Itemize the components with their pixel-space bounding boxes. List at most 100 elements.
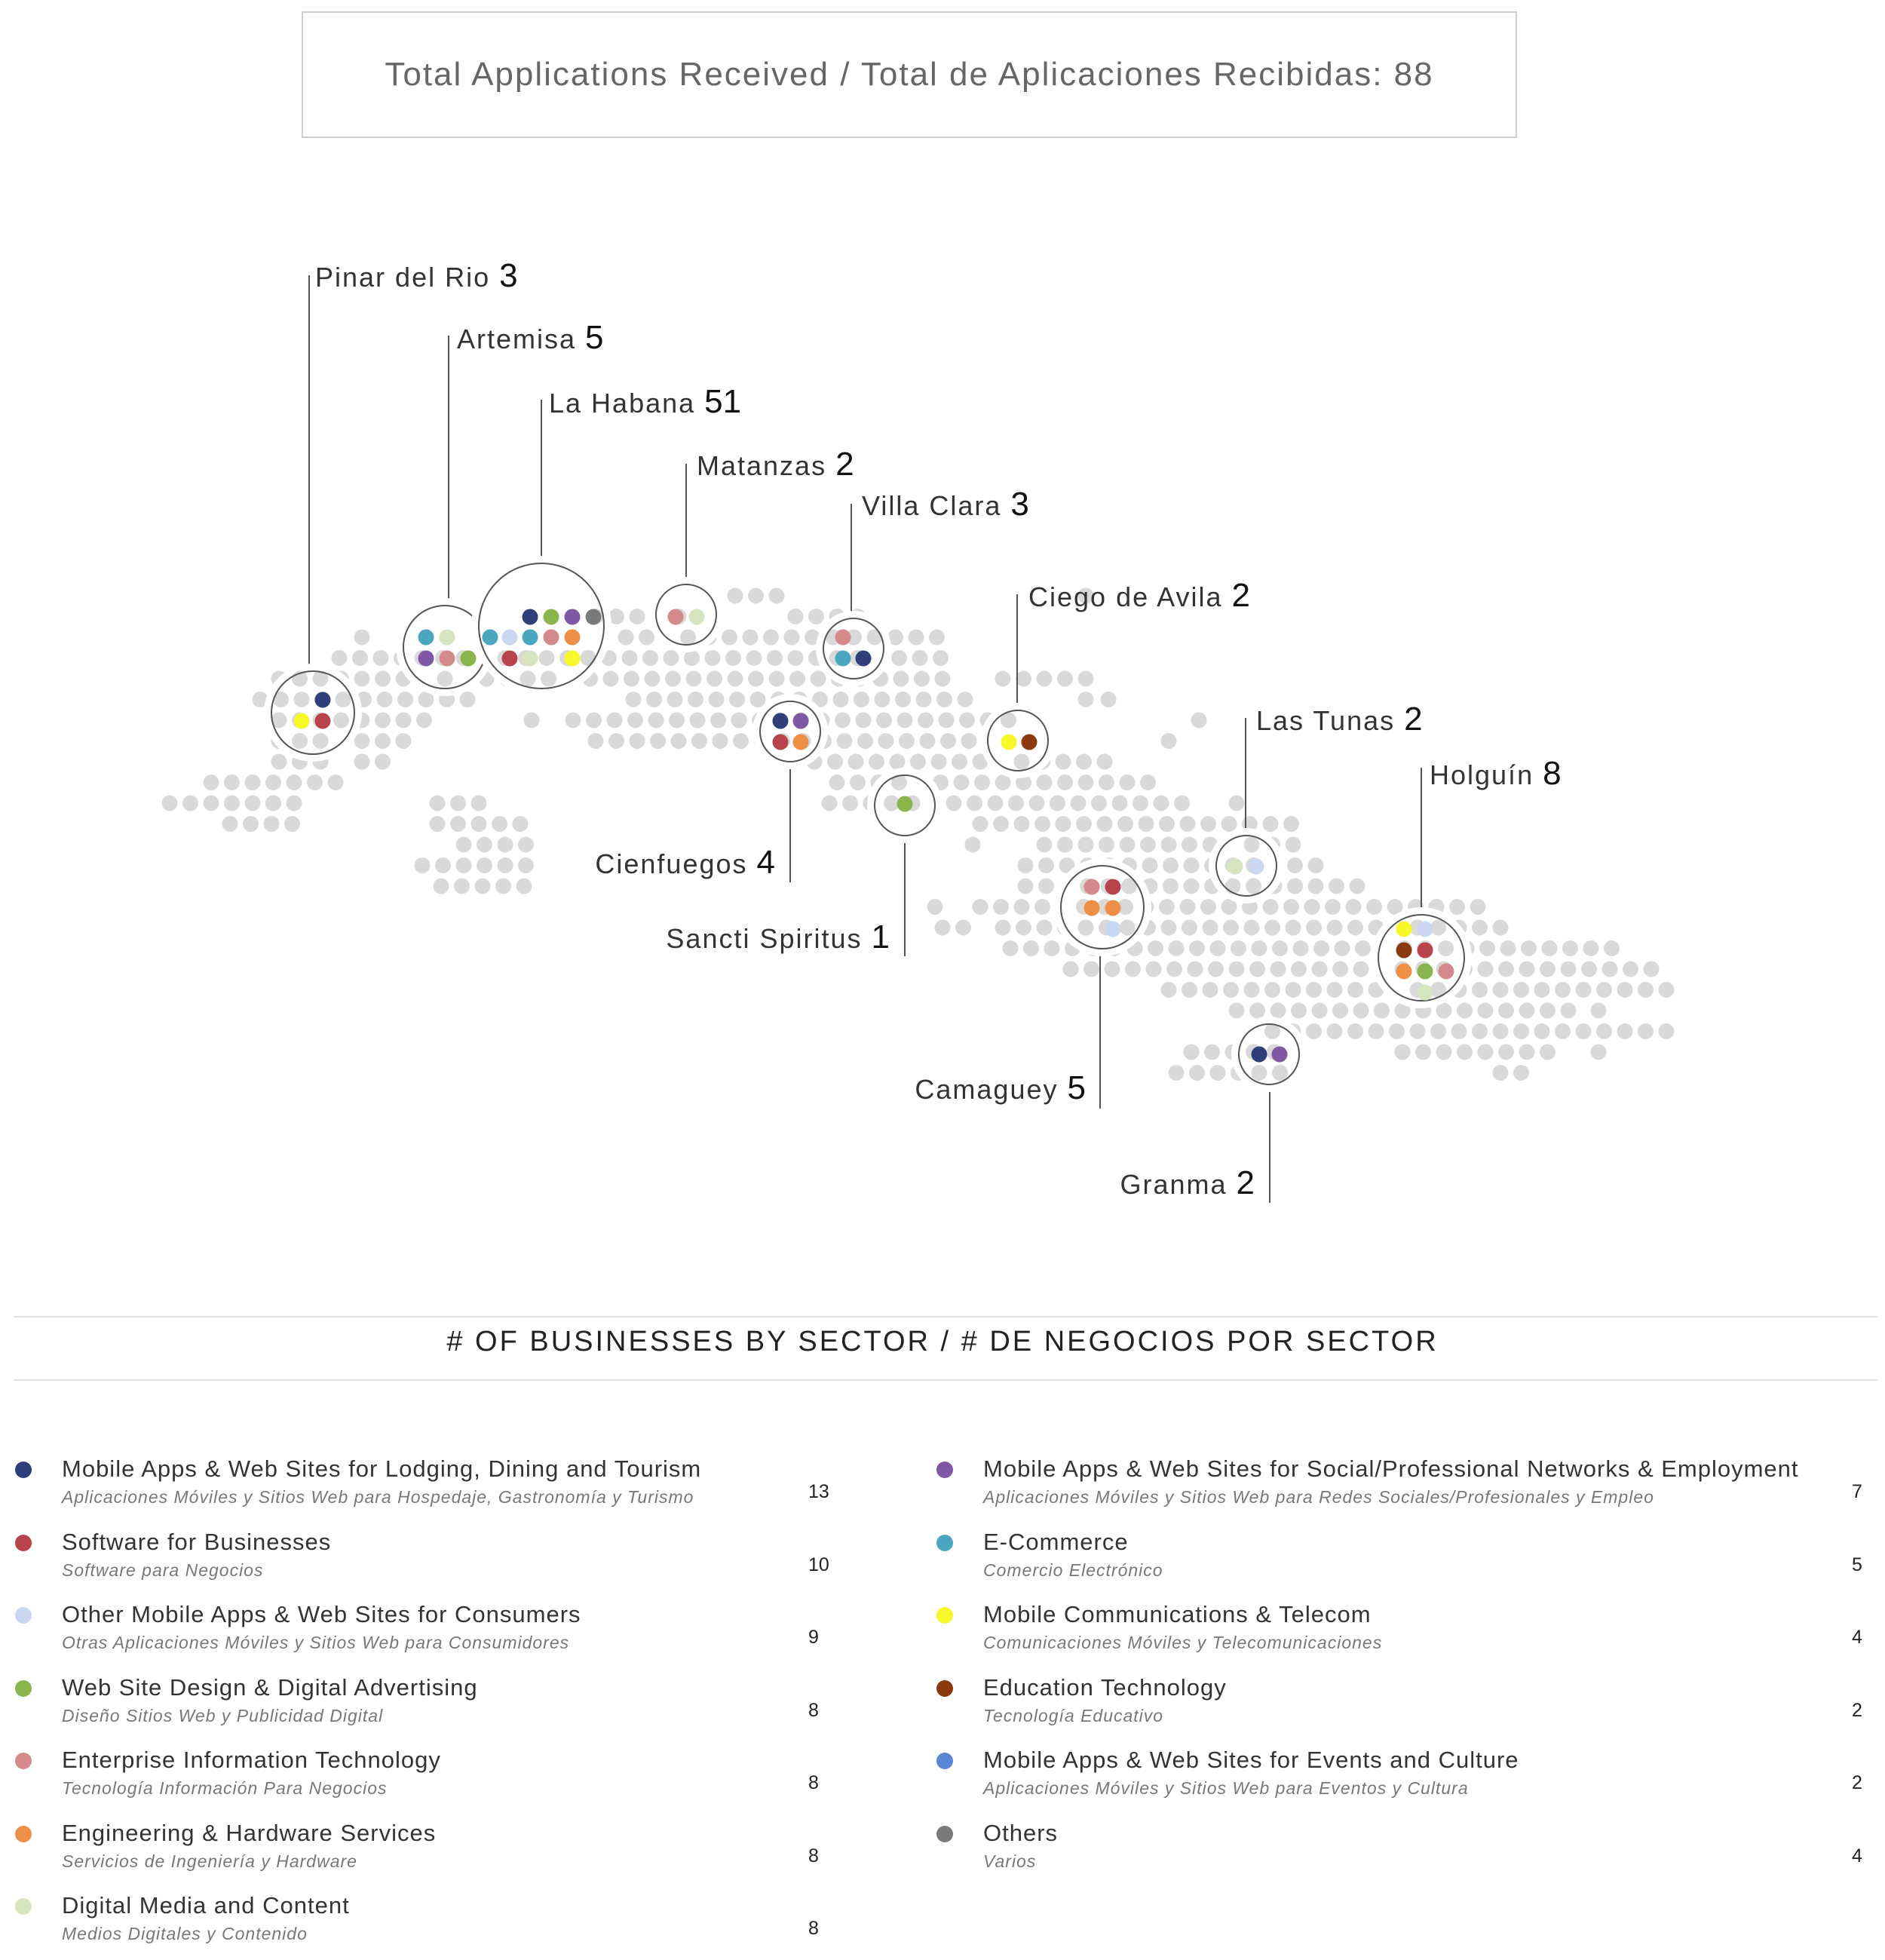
province-marker-cienfuegos[interactable] [752, 694, 828, 769]
map-grid-dot [1285, 919, 1301, 936]
province-marker-las-tunas[interactable] [1209, 828, 1284, 903]
map-grid-dot [1057, 836, 1073, 853]
map-grid-dot [912, 650, 928, 666]
map-grid-dot [748, 670, 764, 687]
map-grid-dot [650, 733, 666, 749]
map-grid-dot [930, 753, 947, 770]
sector-dot [460, 650, 477, 667]
province-marker-pinar-del-rio[interactable] [264, 664, 362, 762]
legend-item: Engineering & Hardware Services Servicios… [15, 1820, 838, 1888]
sector-dot [1438, 963, 1454, 980]
map-grid-dot [286, 774, 302, 790]
province-marker-villa-clara[interactable] [816, 611, 891, 686]
map-grid-dot [783, 629, 800, 646]
map-grid-dot [1166, 961, 1182, 977]
map-grid-dot [1451, 1023, 1467, 1039]
map-grid-dot [1091, 795, 1107, 811]
map-grid-dot [1160, 919, 1177, 936]
map-grid-dot [667, 692, 683, 707]
legend-item: Web Site Design & Digital Advertising Dis… [15, 1674, 838, 1742]
sector-dot [1271, 1046, 1288, 1063]
map-grid-dot [1334, 940, 1350, 956]
map-grid-dot [1513, 1023, 1529, 1039]
map-grid-dot [1208, 961, 1224, 977]
province-markers [264, 556, 1472, 1092]
province-marker-matanzas[interactable] [648, 577, 724, 652]
map-grid-dot [627, 712, 643, 728]
province-marker-la-habana[interactable] [471, 556, 611, 696]
map-grid-dot [1202, 919, 1218, 936]
province-marker-camaguey[interactable] [1053, 858, 1151, 956]
map-grid-dot [1016, 774, 1031, 790]
map-grid-dot [972, 753, 988, 770]
map-grid-dot [1617, 982, 1633, 998]
province-marker-granma[interactable] [1231, 1017, 1307, 1092]
map-grid-dot [1560, 1002, 1577, 1019]
map-grid-dot [1121, 878, 1137, 894]
sector-count: 8 [808, 1699, 819, 1721]
province-circle [823, 618, 884, 679]
sector-name-es: Aplicaciones Móviles y Sitios Web para E… [983, 1778, 1469, 1798]
map-grid-dot [685, 670, 702, 687]
province-count: 2 [1237, 1164, 1255, 1201]
map-grid-dot [1221, 899, 1237, 915]
map-grid-dot [1292, 940, 1309, 956]
map-grid-dot [1519, 1002, 1535, 1019]
province-name: Villa Clara [862, 490, 1010, 521]
map-grid-dot [847, 753, 864, 770]
map-grid-dot [1590, 1002, 1607, 1019]
map-grid-dot [354, 733, 370, 749]
map-grid-dot [414, 857, 431, 873]
map-grid-dot [1183, 1044, 1200, 1060]
map-grid-dot [1394, 1044, 1411, 1060]
map-grid-dot [333, 712, 349, 728]
sector-dot [293, 713, 310, 729]
map-grid-dot [292, 733, 308, 749]
map-grid-dot [1050, 795, 1065, 811]
map-grid-dot [1148, 940, 1163, 956]
map-grid-dot [787, 650, 804, 666]
sector-name-en: Others [983, 1819, 1059, 1846]
legend-color-dot [936, 1534, 953, 1551]
map-grid-dot [1353, 1002, 1369, 1019]
map-grid-dot [1555, 1023, 1571, 1039]
province-circle [478, 563, 605, 689]
map-grid-dot [850, 774, 866, 790]
map-grid-dot [1140, 774, 1156, 790]
map-grid-dot [710, 712, 726, 728]
map-grid-dot [587, 733, 604, 749]
province-marker-sancti-spiritus[interactable] [867, 768, 942, 843]
map-grid-dot [518, 836, 534, 853]
sector-name-es: Aplicaciones Móviles y Sitios Web para H… [62, 1487, 694, 1507]
map-grid-dot [1326, 919, 1343, 936]
sector-name-en: Web Site Design & Digital Advertising [62, 1673, 478, 1701]
map-grid-dot [1243, 982, 1260, 998]
map-grid-dot [244, 795, 261, 811]
map-grid-dot [1077, 670, 1094, 687]
province-marker-ciego-de-avila[interactable] [980, 703, 1056, 778]
map-grid-dot [729, 692, 745, 707]
map-grid-dot [1272, 940, 1288, 956]
map-grid-dot [934, 919, 951, 936]
province-marker-artemisa[interactable] [396, 598, 494, 696]
map-grid-dot [639, 629, 654, 646]
map-grid-dot [1366, 899, 1382, 915]
province-marker-holguin[interactable] [1371, 907, 1472, 1008]
map-grid-dot [1125, 961, 1141, 977]
map-grid-dot [1623, 961, 1638, 977]
sector-name-en: Mobile Communications & Telecom [983, 1601, 1372, 1627]
map-grid-dot [1251, 940, 1267, 956]
map-grid-dot [899, 733, 915, 749]
province-circle [759, 701, 821, 762]
map-grid-dot [1224, 878, 1241, 894]
map-grid-dot [891, 650, 907, 666]
map-grid-dot [1036, 774, 1053, 790]
sector-name-en: Software for Businesses [62, 1528, 332, 1555]
legend-color-dot [936, 1462, 953, 1478]
province-label-camaguey: Camaguey 5 [915, 1069, 1086, 1106]
sector-name-en: E-Commerce [983, 1528, 1129, 1555]
province-label-las-tunas: Las Tunas 2 [1256, 701, 1423, 738]
map-grid-dot [450, 816, 466, 832]
legend-color-dot [15, 1607, 32, 1624]
map-grid-dot [1057, 670, 1073, 687]
